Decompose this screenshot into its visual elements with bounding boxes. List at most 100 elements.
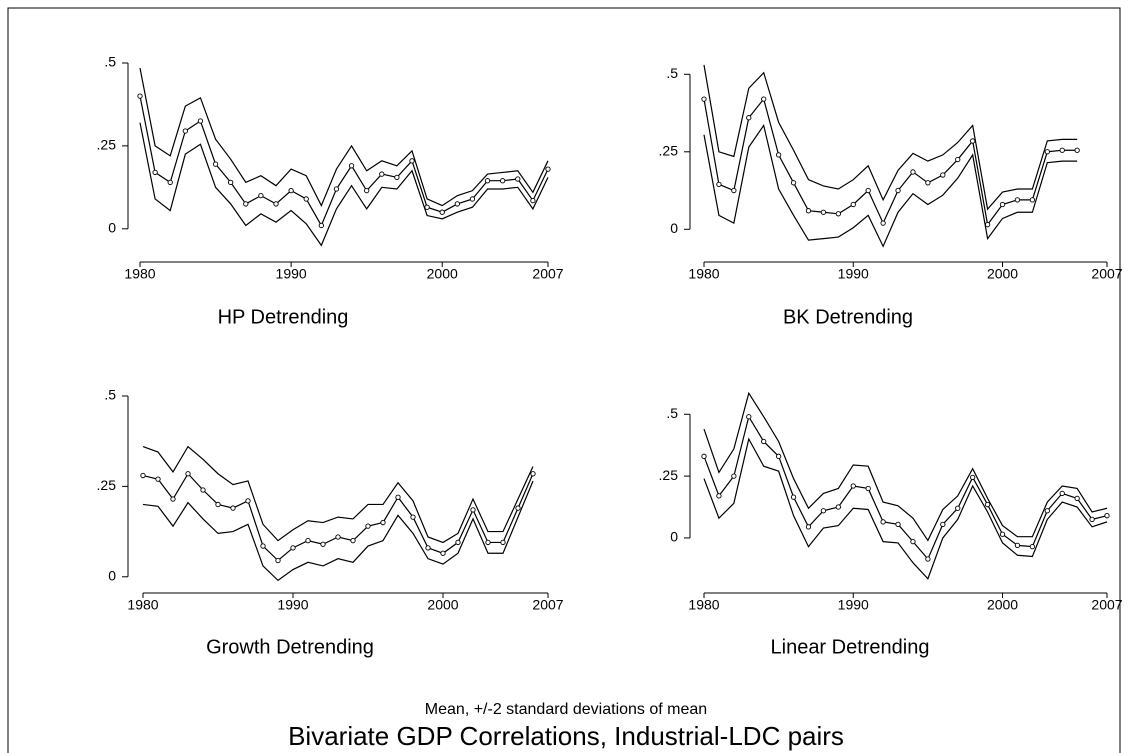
frame (7, 7, 1121, 753)
x-tick-label: 2000 (987, 597, 1018, 613)
point-marker (716, 181, 722, 188)
panel-title: Growth Detrending (206, 636, 374, 658)
point-marker (245, 498, 251, 504)
point-marker (895, 187, 901, 194)
series-line (142, 445, 534, 544)
point-marker (820, 508, 827, 514)
point-marker (790, 180, 797, 186)
point-marker (140, 472, 146, 479)
point-marker (515, 505, 521, 511)
point-marker (379, 171, 385, 177)
point-marker (1029, 197, 1036, 203)
y-tick-label: .25 (97, 137, 117, 153)
point-marker (260, 543, 266, 549)
point-marker (530, 197, 536, 204)
figure-title: Bivariate GDP Correlations, Industrial-L… (288, 721, 844, 751)
point-marker (999, 531, 1006, 537)
x-tick-label: 2007 (1091, 597, 1122, 613)
point-marker (303, 196, 309, 202)
series-line (703, 97, 1078, 227)
point-marker (167, 179, 173, 186)
x-tick-label: 1980 (124, 266, 155, 282)
y-tick-label: .5 (104, 387, 116, 403)
point-marker (455, 539, 461, 546)
point-marker (364, 188, 370, 194)
point-marker (318, 222, 324, 229)
point-marker (409, 158, 415, 164)
series-line (703, 64, 1078, 211)
point-marker (515, 176, 521, 182)
point-marker (258, 192, 264, 199)
point-marker (880, 220, 886, 226)
x-tick-label: 2007 (532, 597, 563, 613)
series-line (139, 96, 549, 227)
panel-title: Linear Detrending (771, 636, 930, 658)
point-marker (790, 494, 797, 500)
point-marker (288, 188, 294, 194)
x-tick-label: 2007 (532, 266, 563, 282)
series-line (703, 415, 1108, 561)
point-marker (228, 179, 234, 186)
point-marker (230, 505, 236, 511)
point-marker (335, 534, 341, 540)
point-marker (1104, 513, 1110, 519)
point-marker (731, 187, 737, 194)
y-tick-label: .25 (659, 467, 679, 483)
point-marker (484, 178, 491, 184)
point-marker (155, 476, 161, 482)
point-marker (835, 504, 841, 510)
point-marker (182, 128, 188, 134)
point-marker (152, 169, 158, 176)
panel-title: HP Detrending (218, 306, 349, 328)
point-marker (1014, 542, 1021, 549)
point-marker (746, 414, 752, 420)
point-marker (1059, 490, 1065, 497)
point-marker (701, 96, 707, 102)
point-marker (350, 537, 356, 544)
point-marker (500, 178, 506, 184)
point-marker (197, 118, 204, 124)
series-line (142, 480, 534, 582)
point-marker (469, 196, 476, 202)
x-tick-label: 2000 (987, 266, 1018, 282)
point-marker (185, 471, 191, 477)
point-marker (320, 541, 326, 547)
y-tick-label: 0 (670, 529, 678, 545)
y-tick-label: 0 (670, 220, 678, 236)
point-marker (212, 161, 219, 167)
point-marker (200, 487, 206, 493)
point-marker (940, 172, 946, 178)
x-tick-label: 2007 (1091, 266, 1122, 282)
point-marker (701, 453, 707, 459)
point-marker (348, 163, 355, 169)
point-marker (273, 201, 279, 207)
point-marker (925, 180, 931, 186)
point-marker (470, 507, 476, 513)
point-marker (970, 138, 976, 144)
point-marker (1044, 508, 1050, 514)
point-marker (761, 438, 767, 445)
point-marker (394, 174, 400, 181)
point-marker (170, 496, 176, 502)
point-marker (454, 201, 460, 207)
point-marker (1074, 147, 1080, 153)
point-marker (545, 166, 551, 172)
point-marker (805, 524, 812, 530)
point-marker (895, 521, 901, 527)
y-tick-label: .25 (97, 477, 117, 493)
series-line (139, 122, 549, 247)
y-tick-label: .25 (659, 143, 679, 159)
point-marker (910, 169, 916, 175)
point-marker (910, 539, 916, 545)
point-marker (425, 545, 431, 551)
x-tick-label: 1980 (688, 597, 719, 613)
point-marker (850, 201, 856, 208)
y-tick-label: .5 (104, 54, 116, 70)
point-marker (365, 523, 371, 529)
point-marker (955, 156, 961, 163)
point-marker (333, 186, 340, 192)
x-tick-label: 1980 (127, 597, 158, 613)
y-tick-label: .5 (666, 405, 678, 421)
point-marker (850, 483, 856, 489)
